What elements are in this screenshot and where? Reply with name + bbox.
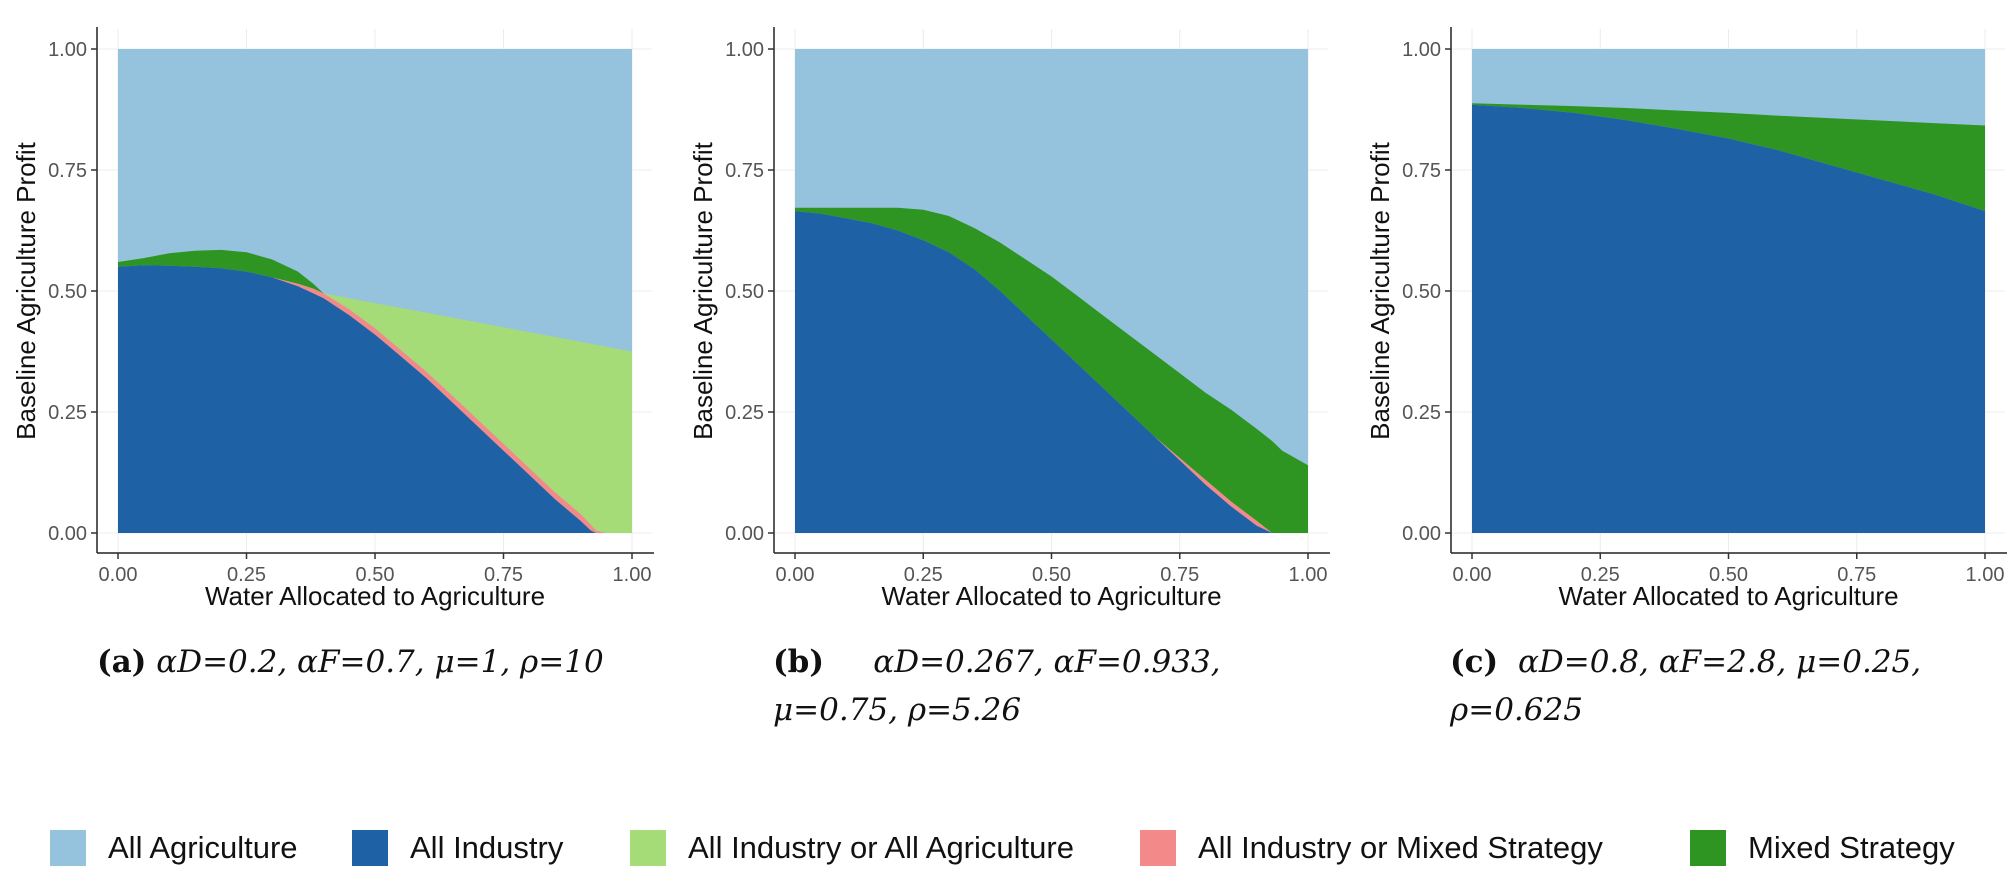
y-tick-label-1: 0.25 xyxy=(725,402,764,424)
x-tick-label-0: 0.00 xyxy=(1453,564,1492,586)
y-axis-label: Baseline Agriculture Profit xyxy=(11,141,41,439)
x-axis-label: Water Allocated to Agriculture xyxy=(1558,581,1898,611)
caption-c: (c) αD=0.8, αF=2.8, μ=0.25, ρ=0.625 xyxy=(1450,638,1970,734)
y-tick-label-0: 0.00 xyxy=(48,523,87,545)
y-axis-label: Baseline Agriculture Profit xyxy=(688,141,718,439)
x-tick-label-3: 0.75 xyxy=(484,564,523,586)
y-tick-label-4: 1.00 xyxy=(725,39,764,61)
legend-label-mixed-strategy: Mixed Strategy xyxy=(1748,830,1955,865)
legend-swatch-mixed-strategy xyxy=(1690,830,1726,866)
legend: All Agriculture All Industry All Industr… xyxy=(0,820,2016,876)
caption-b-label: (b) xyxy=(773,644,825,680)
x-tick-label-2: 0.50 xyxy=(1709,564,1748,586)
y-tick-label-2: 0.50 xyxy=(48,281,87,303)
y-tick-label-4: 1.00 xyxy=(48,39,87,61)
panel-a: 0.00 0.25 0.50 0.75 1.00 0.00 0.25 0.50 0.75 1.00… xyxy=(11,27,654,611)
legend-item-mixed-strategy: Mixed Strategy xyxy=(1690,820,1955,876)
legend-label-all-industry: All Industry xyxy=(410,830,564,865)
caption-a-label: (a) xyxy=(97,644,147,680)
y-axis-label: Baseline Agriculture Profit xyxy=(1365,141,1395,439)
x-axis-label: Water Allocated to Agriculture xyxy=(205,581,545,611)
x-tick-label-1: 0.25 xyxy=(904,564,943,586)
y-tick-label-1: 0.25 xyxy=(1402,402,1441,424)
legend-label-industry-or-mixed: All Industry or Mixed Strategy xyxy=(1198,830,1603,865)
region-industry-or-agriculture xyxy=(118,249,632,533)
y-tick-label-3: 0.75 xyxy=(48,160,87,182)
y-tick-label-2: 0.50 xyxy=(1402,281,1441,303)
x-tick-label-4: 1.00 xyxy=(1966,564,2005,586)
x-axis-label: Water Allocated to Agriculture xyxy=(881,581,1221,611)
y-tick-label-3: 0.75 xyxy=(725,160,764,182)
panel-c: 0.00 0.25 0.50 0.75 1.00 0.00 0.25 0.50 0.75 1.00… xyxy=(1365,27,2007,611)
y-tick-label-4: 1.00 xyxy=(1402,39,1441,61)
caption-b-line2: μ=0.75, ρ=5.26 xyxy=(773,692,1022,728)
caption-a: (a) αD=0.2, αF=0.7, μ=1, ρ=10 xyxy=(97,638,657,686)
legend-item-all-agriculture: All Agriculture xyxy=(50,820,298,876)
y-tick-label-1: 0.25 xyxy=(48,402,87,424)
x-tick-label-2: 0.50 xyxy=(356,564,395,586)
caption-c-line1: αD=0.8, αF=2.8, μ=0.25, xyxy=(1517,644,1922,680)
x-tick-label-0: 0.00 xyxy=(99,564,138,586)
legend-item-industry-or-agriculture: All Industry or All Agriculture xyxy=(630,820,1074,876)
region-all-industry xyxy=(1472,104,1985,533)
y-tick-label-3: 0.75 xyxy=(1402,160,1441,182)
x-tick-label-0: 0.00 xyxy=(776,564,815,586)
region-all-industry xyxy=(795,211,1308,533)
legend-swatch-industry-or-agriculture xyxy=(630,830,666,866)
legend-swatch-all-industry xyxy=(352,830,388,866)
x-tick-label-3: 0.75 xyxy=(1837,564,1876,586)
x-tick-label-1: 0.25 xyxy=(227,564,266,586)
legend-label-industry-or-agriculture: All Industry or All Agriculture xyxy=(688,830,1074,865)
y-tick-label-2: 0.50 xyxy=(725,281,764,303)
x-tick-label-4: 1.00 xyxy=(613,564,652,586)
panel-b: 0.00 0.25 0.50 0.75 1.00 0.00 0.25 0.50 0.75 1.00… xyxy=(688,27,1330,611)
legend-item-industry-or-mixed: All Industry or Mixed Strategy xyxy=(1140,820,1603,876)
caption-b: (b) αD=0.267, αF=0.933, μ=0.75, ρ=5.26 xyxy=(773,638,1293,734)
x-tick-label-4: 1.00 xyxy=(1289,564,1328,586)
caption-b-line1: αD=0.267, αF=0.933, xyxy=(873,644,1221,680)
caption-c-label: (c) xyxy=(1450,644,1499,680)
legend-item-all-industry: All Industry xyxy=(352,820,563,876)
region-mixed-strategy xyxy=(795,207,1308,534)
x-tick-label-2: 0.50 xyxy=(1032,564,1071,586)
y-tick-label-0: 0.00 xyxy=(1402,523,1441,545)
caption-c-line2: ρ=0.625 xyxy=(1450,692,1583,728)
legend-swatch-industry-or-mixed xyxy=(1140,830,1176,866)
y-tick-label-0: 0.00 xyxy=(725,523,764,545)
region-mixed-strategy xyxy=(1472,103,1985,212)
region-all-industry xyxy=(118,265,632,533)
legend-label-all-agriculture: All Agriculture xyxy=(108,830,298,865)
caption-a-text: αD=0.2, αF=0.7, μ=1, ρ=10 xyxy=(156,644,604,680)
x-tick-label-1: 0.25 xyxy=(1581,564,1620,586)
x-tick-label-3: 0.75 xyxy=(1160,564,1199,586)
legend-swatch-all-agriculture xyxy=(50,830,86,866)
